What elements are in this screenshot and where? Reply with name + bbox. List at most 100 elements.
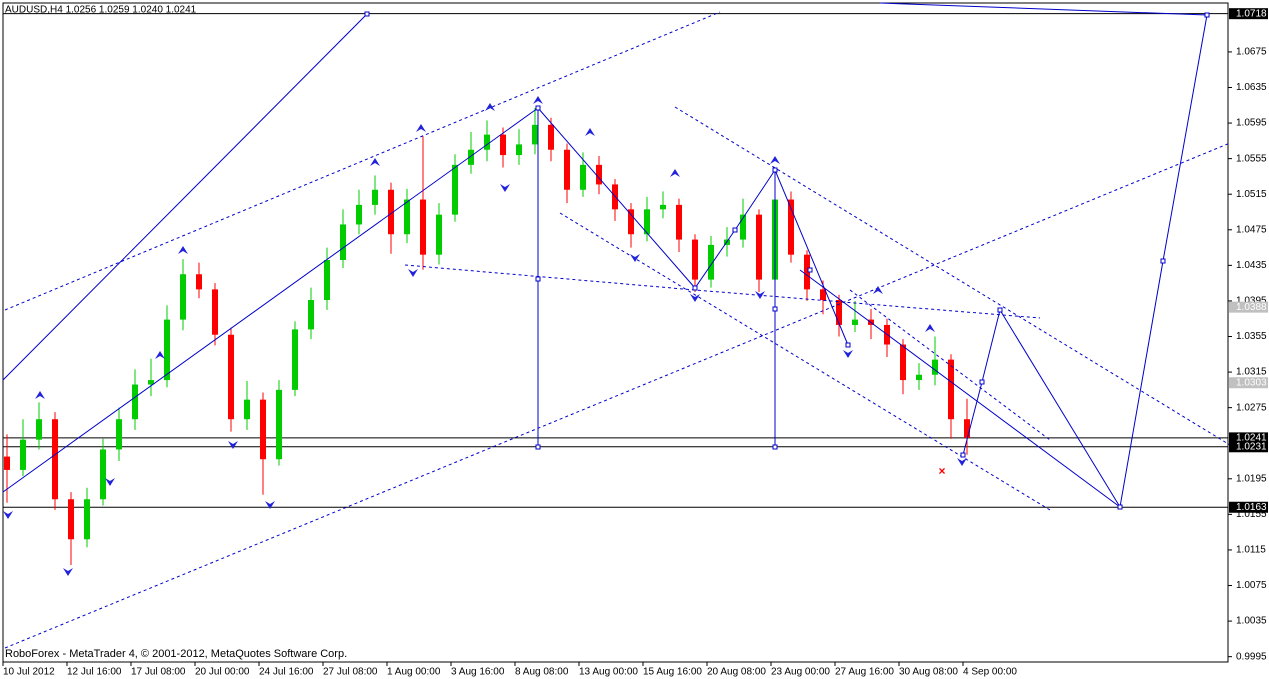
candle-body bbox=[468, 149, 474, 165]
x-tick-label: 13 Aug 00:00 bbox=[579, 667, 638, 678]
x-tick-label: 27 Jul 08:00 bbox=[323, 667, 378, 678]
channel-line bbox=[404, 264, 1041, 319]
level-label-box bbox=[1229, 8, 1268, 20]
channel-line bbox=[4, 142, 1231, 649]
candle-body bbox=[964, 419, 970, 438]
candle-body bbox=[372, 189, 378, 205]
x-tick-label: 15 Aug 16:00 bbox=[643, 667, 702, 678]
plot-area bbox=[2, 2, 1229, 663]
candle-body bbox=[660, 204, 666, 210]
candle-body bbox=[324, 260, 330, 301]
candle-body bbox=[788, 199, 794, 255]
y-tick-label: 1.0115 bbox=[1236, 545, 1266, 556]
candles bbox=[4, 107, 970, 566]
y-tick-label: 1.0275 bbox=[1236, 402, 1267, 413]
candle-body bbox=[596, 164, 602, 185]
level-label-box bbox=[1229, 441, 1268, 453]
candle-body bbox=[212, 289, 218, 335]
y-tick-label: 1.0595 bbox=[1236, 118, 1267, 129]
level-label: 1.0163 bbox=[1236, 502, 1267, 513]
y-tick-label: 0.9995 bbox=[1236, 651, 1267, 662]
wave-points bbox=[535, 12, 1210, 510]
candle-body bbox=[820, 289, 826, 301]
candle-body bbox=[708, 244, 714, 280]
candle-body bbox=[132, 384, 138, 420]
y-tick-label: 1.0555 bbox=[1236, 153, 1267, 164]
x-tick-label: 30 Aug 08:00 bbox=[899, 667, 958, 678]
candle-body bbox=[36, 419, 42, 440]
level-label: 1.0231 bbox=[1236, 441, 1267, 452]
candle-body bbox=[276, 389, 282, 460]
candle-body bbox=[244, 399, 250, 420]
candle-body bbox=[260, 399, 266, 460]
candle-body bbox=[436, 214, 442, 255]
candle-body bbox=[564, 149, 570, 190]
candle-body bbox=[900, 344, 906, 381]
level-label: 1.0718 bbox=[1236, 8, 1267, 19]
trend-line bbox=[2, 13, 368, 381]
candle-body bbox=[180, 274, 186, 320]
price-axis: 1.0675 1.0635 1.0595 1.0555 1.0515 1.0475 1.04… bbox=[2, 8, 1268, 678]
y-tick-label: 1.0675 bbox=[1236, 47, 1267, 58]
candle-body bbox=[516, 144, 522, 156]
analysis-lines: × bbox=[2, 2, 1231, 649]
y-tick-label: 1.0155 bbox=[1236, 509, 1267, 520]
x-tick-label: 24 Jul 16:00 bbox=[259, 667, 314, 678]
y-tick-label: 1.0355 bbox=[1236, 331, 1267, 342]
level-label: 1.0388 bbox=[1236, 302, 1267, 313]
level-label: 1.0241 bbox=[1236, 433, 1267, 444]
y-tick-label: 1.0635 bbox=[1236, 82, 1267, 93]
candle-body bbox=[308, 300, 314, 330]
candle-body bbox=[948, 359, 954, 420]
candle-body bbox=[404, 199, 410, 235]
candle-body bbox=[68, 499, 74, 540]
candle-body bbox=[644, 209, 650, 235]
x-tick-label: 10 Jul 2012 bbox=[3, 667, 55, 678]
y-tick-label: 1.0075 bbox=[1236, 580, 1267, 591]
x-tick-label: 27 Aug 16:00 bbox=[835, 667, 894, 678]
candle-body bbox=[164, 319, 170, 381]
candle-body bbox=[836, 300, 842, 325]
candle-body bbox=[676, 204, 682, 240]
candle-body bbox=[756, 214, 762, 280]
candle-body bbox=[228, 334, 234, 420]
candle-body bbox=[852, 319, 858, 325]
trend-line bbox=[2, 107, 539, 493]
level-label-box bbox=[1229, 301, 1268, 313]
candle-body bbox=[628, 209, 634, 235]
x-tick-label: 12 Jul 16:00 bbox=[67, 667, 122, 678]
x-tick-label: 17 Jul 08:00 bbox=[131, 667, 186, 678]
y-tick-label: 1.0195 bbox=[1236, 473, 1267, 484]
candle-body bbox=[148, 380, 154, 385]
trend-line bbox=[879, 2, 1208, 16]
x-tick-label: 3 Aug 16:00 bbox=[451, 667, 505, 678]
candle-body bbox=[20, 439, 26, 470]
candle-body bbox=[356, 204, 362, 225]
x-tick-label: 20 Jul 00:00 bbox=[195, 667, 250, 678]
x-tick-label: 4 Sep 00:00 bbox=[963, 667, 1017, 678]
candle-body bbox=[548, 124, 554, 150]
candle-body bbox=[692, 239, 698, 280]
trend-line bbox=[799, 269, 1121, 508]
levels bbox=[3, 13, 1228, 508]
x-tick-label: 1 Aug 00:00 bbox=[387, 667, 441, 678]
candle-body bbox=[580, 164, 586, 190]
candle-body bbox=[340, 224, 346, 261]
y-tick-label: 1.0435 bbox=[1236, 260, 1267, 271]
chart-title: AUDUSD,H4 1.0256 1.0259 1.0240 1.0241 bbox=[5, 5, 197, 16]
marker: × bbox=[938, 464, 945, 478]
y-tick-label: 1.0395 bbox=[1236, 296, 1267, 307]
level-label-box bbox=[1229, 377, 1268, 389]
candle-body bbox=[484, 134, 490, 150]
candle-body bbox=[116, 419, 122, 450]
candle-body bbox=[100, 449, 106, 500]
x-tick-label: 23 Aug 00:00 bbox=[771, 667, 830, 678]
level-label-box bbox=[1229, 432, 1268, 444]
candle-body bbox=[388, 189, 394, 235]
candle-body bbox=[4, 456, 10, 470]
candle-body bbox=[420, 199, 426, 255]
candle-body bbox=[500, 134, 506, 156]
forecast-line bbox=[962, 14, 1208, 509]
candle-body bbox=[740, 214, 746, 240]
